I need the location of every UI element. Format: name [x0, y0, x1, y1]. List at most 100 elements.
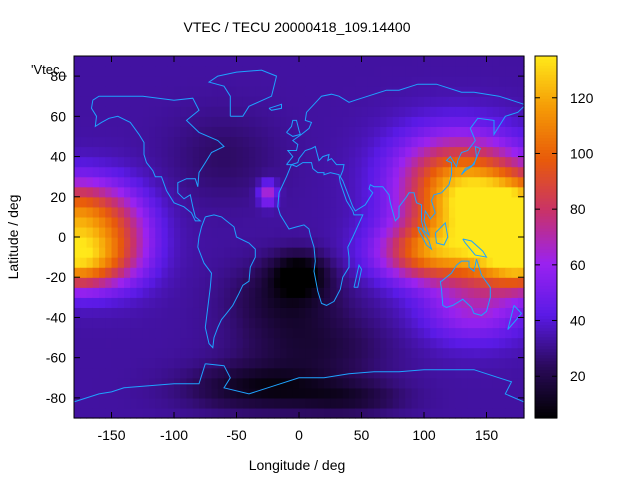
heatmap-cell [386, 337, 394, 349]
heatmap-cell [505, 347, 513, 359]
heatmap-cell [136, 237, 144, 248]
heatmap-cell [442, 387, 450, 399]
heatmap-cell [355, 226, 363, 238]
heatmap-cell [330, 387, 338, 399]
heatmap-cell [155, 397, 163, 409]
heatmap-cell [186, 247, 194, 258]
heatmap-cell [442, 327, 450, 339]
heatmap-cell [99, 216, 106, 228]
heatmap-cell [374, 307, 381, 319]
heatmap-cell [174, 116, 181, 127]
heatmap-cell [417, 297, 425, 308]
heatmap-cell [511, 176, 519, 188]
colorbar-segment [535, 252, 557, 256]
heatmap-cell [380, 277, 388, 288]
heatmap-cell [192, 156, 200, 168]
heatmap-cell [167, 66, 175, 77]
heatmap-cell [449, 297, 456, 308]
heatmap-cell [374, 357, 381, 369]
heatmap-cell [124, 297, 131, 308]
heatmap-cell [230, 226, 238, 238]
heatmap-cell [349, 337, 356, 349]
heatmap-cell [455, 166, 463, 178]
heatmap-cell [511, 297, 519, 308]
heatmap-cell [99, 287, 106, 298]
heatmap-cell [355, 337, 363, 349]
heatmap-cell [417, 86, 425, 97]
heatmap-cell [392, 257, 400, 268]
heatmap-cell [424, 126, 431, 138]
heatmap-cell [461, 96, 469, 107]
heatmap-cell [142, 357, 150, 369]
heatmap-cell [186, 237, 194, 248]
heatmap-cell [517, 317, 525, 329]
heatmap-cell [280, 126, 288, 138]
heatmap-cell [80, 247, 88, 258]
heatmap-cell [274, 407, 281, 419]
heatmap-cell [161, 347, 169, 359]
heatmap-cell [461, 156, 469, 168]
heatmap-cell [130, 226, 138, 238]
heatmap-cell [280, 397, 288, 409]
heatmap-cell [417, 196, 425, 208]
heatmap-cell [380, 106, 388, 117]
heatmap-cell [149, 337, 156, 349]
heatmap-cell [230, 216, 238, 228]
heatmap-cell [211, 146, 219, 158]
heatmap-cell [474, 106, 481, 117]
heatmap-cell [192, 86, 200, 97]
heatmap-cell [424, 166, 431, 178]
heatmap-cell [442, 367, 450, 379]
heatmap-cell [499, 347, 506, 359]
heatmap-cell [411, 307, 419, 319]
heatmap-cell [180, 176, 188, 188]
heatmap-cell [517, 287, 525, 298]
heatmap-cell [236, 337, 244, 349]
heatmap-cell [474, 146, 481, 158]
heatmap-cell [405, 56, 413, 67]
heatmap-cell [342, 397, 350, 409]
heatmap-cell [442, 106, 450, 117]
heatmap-cell [317, 206, 325, 218]
heatmap-cell [242, 397, 250, 409]
heatmap-cell [311, 277, 319, 288]
heatmap-cell [99, 226, 106, 238]
heatmap-cell [317, 407, 325, 419]
heatmap-cell [299, 357, 306, 369]
heatmap-cell [142, 247, 150, 258]
heatmap-cell [161, 307, 169, 319]
heatmap-cell [292, 226, 300, 238]
heatmap-cell [136, 307, 144, 319]
heatmap-cell [286, 146, 294, 158]
heatmap-cell [224, 387, 231, 399]
heatmap-cell [236, 277, 244, 288]
heatmap-cell [517, 407, 525, 419]
heatmap-cell [461, 186, 469, 198]
heatmap-cell [305, 397, 313, 409]
heatmap-cell [261, 287, 269, 298]
heatmap-cell [80, 106, 88, 117]
heatmap-cell [511, 237, 519, 248]
heatmap-cell [267, 257, 275, 268]
heatmap-cell [442, 317, 450, 329]
y-tick-label: -20 [46, 269, 66, 285]
heatmap-cell [211, 367, 219, 379]
heatmap-cell [74, 226, 81, 238]
heatmap-cell [442, 176, 450, 188]
heatmap-cell [274, 216, 281, 228]
heatmap-cell [349, 317, 356, 329]
heatmap-cell [374, 247, 381, 258]
heatmap-cell [330, 257, 338, 268]
heatmap-cell [467, 397, 475, 409]
heatmap-cell [217, 166, 225, 178]
heatmap-cell [305, 86, 313, 97]
heatmap-cell [111, 407, 119, 419]
heatmap-cell [467, 186, 475, 198]
heatmap-cell [155, 337, 163, 349]
heatmap-cell [399, 176, 406, 188]
heatmap-cell [511, 277, 519, 288]
heatmap-cell [211, 257, 219, 268]
heatmap-cell [205, 136, 213, 148]
heatmap-cell [236, 166, 244, 178]
heatmap-cell [155, 96, 163, 107]
